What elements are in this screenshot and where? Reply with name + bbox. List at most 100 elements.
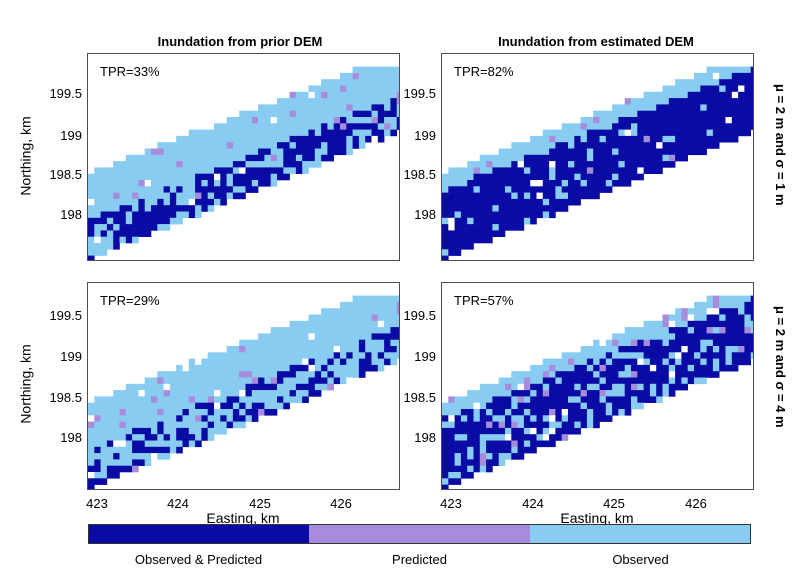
raster-cell (163, 377, 171, 385)
raster-cell (308, 327, 316, 334)
raster-cell (327, 308, 334, 315)
raster-cell (662, 161, 670, 168)
raster-cell (706, 314, 714, 322)
raster-cell (549, 440, 556, 448)
raster-cell (662, 110, 670, 118)
raster-cell (220, 371, 227, 378)
raster-cell (731, 85, 739, 93)
raster-cell (163, 427, 171, 435)
raster-cell (377, 320, 385, 328)
raster-cell (448, 198, 455, 206)
raster-cell (460, 434, 468, 441)
raster-cell (100, 402, 108, 410)
raster-cell (125, 453, 133, 460)
raster-cell (486, 465, 493, 473)
raster-cell (599, 358, 607, 366)
raster-cell (277, 154, 284, 162)
raster-cell (314, 148, 322, 156)
raster-cell (119, 396, 127, 403)
raster-cell (442, 421, 449, 429)
raster-cell (396, 91, 399, 99)
raster-cell (88, 180, 95, 187)
raster-cell (605, 186, 613, 193)
raster-cell (561, 135, 569, 143)
raster-cell (498, 154, 506, 162)
raster-cell (511, 148, 518, 156)
raster-cell (460, 472, 468, 479)
raster-cell (302, 117, 309, 124)
raster-cell (232, 123, 240, 130)
raster-cell (675, 129, 682, 137)
raster-cell (492, 186, 499, 193)
raster-cell (687, 358, 695, 366)
raster-cell (624, 173, 632, 181)
raster-cell (631, 154, 638, 162)
raster-cell (119, 173, 127, 181)
raster-cell (289, 333, 297, 340)
raster-cell (289, 358, 297, 366)
raster-cell (486, 167, 493, 174)
raster-cell (106, 243, 114, 250)
raster-cell (245, 415, 253, 422)
raster-cell (542, 198, 550, 206)
raster-cell (232, 358, 240, 366)
raster-cell (258, 135, 265, 143)
raster-cell (454, 440, 462, 448)
raster-cell (448, 472, 455, 479)
raster-cell (132, 440, 139, 448)
raster-cell (706, 320, 714, 328)
raster-cell (561, 383, 569, 391)
raster-cell (599, 117, 607, 124)
raster-cell (687, 135, 695, 143)
raster-cell (314, 346, 322, 353)
raster-cell (283, 142, 290, 149)
raster-cell (486, 434, 493, 441)
raster-cell (599, 390, 607, 397)
raster-cell (176, 396, 183, 403)
raster-cell (371, 364, 379, 372)
raster-cell (333, 333, 341, 340)
raster-cell (511, 421, 518, 429)
raster-cell (574, 129, 581, 137)
raster-cell (700, 314, 707, 322)
raster-cell (460, 230, 468, 237)
raster-cell (365, 327, 372, 334)
raster-cell (637, 333, 644, 340)
raster-cell (88, 453, 95, 460)
raster-cell (295, 110, 303, 118)
raster-cell (151, 173, 158, 181)
raster-cell (473, 211, 481, 219)
raster-cell (100, 396, 108, 403)
raster-cell (144, 434, 152, 441)
raster-cell (624, 390, 632, 397)
raster-cell (542, 211, 550, 219)
raster-cell (295, 142, 303, 149)
raster-cell (214, 198, 221, 206)
raster-cell (442, 236, 449, 244)
raster-cell (264, 154, 271, 162)
raster-cell (505, 211, 512, 219)
raster-cell (308, 352, 316, 359)
raster-cell (712, 85, 720, 93)
raster-cell (100, 180, 108, 187)
raster-cell (195, 427, 202, 435)
raster-cell (586, 409, 594, 416)
raster-cell (214, 377, 221, 385)
raster-cell (675, 333, 682, 340)
raster-cell (333, 358, 341, 366)
raster-cell (599, 371, 607, 378)
raster-cell (264, 135, 271, 143)
raster-cell (277, 402, 284, 410)
raster-cell (232, 364, 240, 372)
raster-cell (517, 415, 525, 422)
raster-cell (176, 167, 183, 174)
raster-cell (270, 135, 278, 143)
y-tick-label: 198.5 (403, 390, 436, 405)
raster-cell (333, 339, 341, 347)
raster-cell (574, 396, 581, 403)
raster-cell (169, 383, 177, 391)
raster-cell (448, 243, 455, 250)
raster-cell (302, 154, 309, 162)
raster-cell (358, 85, 366, 93)
raster-cell (333, 85, 341, 93)
